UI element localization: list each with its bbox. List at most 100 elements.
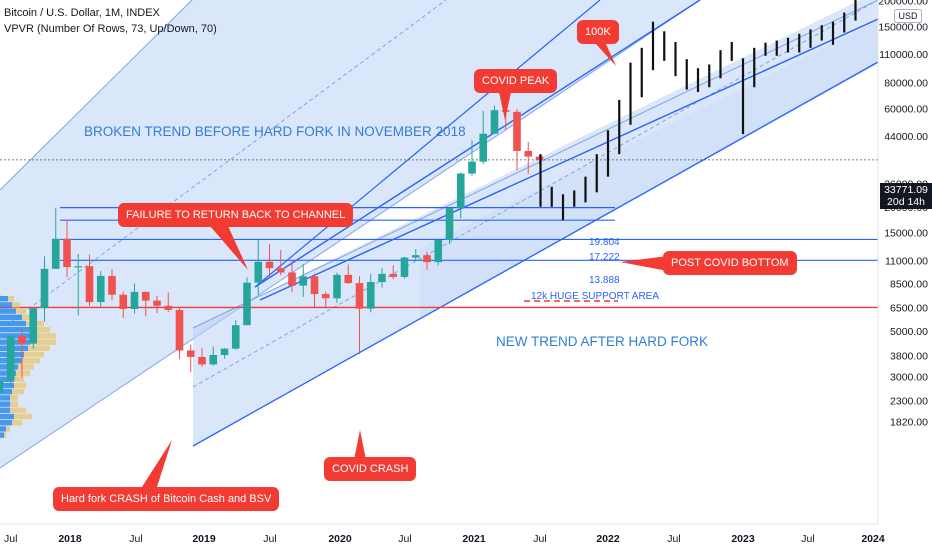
time-label-3: 2019 <box>192 533 216 545</box>
vp-down-17 <box>10 401 18 407</box>
candle-body-27 <box>288 272 296 286</box>
candle-body-11 <box>108 275 116 295</box>
time-label-11: 2023 <box>731 533 755 545</box>
time-label-10: Jul <box>667 533 680 545</box>
price-tick-16: 1820.00 <box>890 416 928 428</box>
candle-body-32 <box>344 274 353 284</box>
price-axis-bg <box>878 0 932 550</box>
candle-body-29 <box>310 276 319 295</box>
vp-up-19 <box>0 413 14 420</box>
time-label-12: Jul <box>801 533 814 545</box>
candle-body-21 <box>220 348 229 356</box>
vp-up-0 <box>0 296 8 302</box>
vp-up-2 <box>0 308 16 314</box>
candle-body-24 <box>254 261 263 283</box>
candles <box>0 101 544 393</box>
price-tick-2: 110000.00 <box>879 49 928 61</box>
current-price-tag: 33771.09 20d 14h <box>880 183 932 209</box>
vp-down-22 <box>4 432 6 438</box>
candle-body-45 <box>490 110 499 134</box>
candle-body-38 <box>411 255 420 258</box>
callout-pointers <box>140 44 668 490</box>
price-tick-11: 6500.00 <box>890 302 928 314</box>
broken-trend-label: BROKEN TREND BEFORE HARD FORK IN NOVEMBE… <box>84 124 466 139</box>
time-label-7: 2021 <box>462 533 486 545</box>
currency-label[interactable]: USD <box>894 9 922 23</box>
candle-body-2 <box>6 335 15 381</box>
price-tick-1: 150000.00 <box>878 21 928 33</box>
candle-body-23 <box>243 282 251 326</box>
failure-callout: FAILURE TO RETURN BACK TO CHANNEL <box>118 203 354 227</box>
new-channel-top <box>192 0 879 329</box>
vp-down-9 <box>24 351 44 358</box>
vp-up-14 <box>0 382 14 389</box>
time-label-13: 2024 <box>861 533 885 545</box>
vp-down-11 <box>18 364 34 370</box>
candle-body-37 <box>400 257 409 277</box>
level-19804: 19.804 <box>589 237 620 248</box>
candle-body-19 <box>198 356 206 365</box>
time-label-1: 2018 <box>58 533 82 545</box>
candle-body-12 <box>119 294 128 309</box>
vp-up-20 <box>0 420 12 426</box>
vp-down-5 <box>30 327 50 333</box>
price-tick-13: 3800.00 <box>890 350 928 362</box>
bar-countdown: 20d 14h <box>887 196 925 208</box>
candle-body-33 <box>355 283 364 309</box>
hard-fork-callout: Hard fork CRASH of Bitcoin Cash and BSV <box>53 487 280 511</box>
candle-body-39 <box>423 255 431 263</box>
candle-body-26 <box>276 268 285 273</box>
candle-body-14 <box>141 291 150 301</box>
price-tick-3: 80000.00 <box>884 78 928 90</box>
price-tick-8: 15000.00 <box>884 228 928 240</box>
candle-body-22 <box>231 325 240 349</box>
vp-down-6 <box>34 333 56 339</box>
chart-title: Bitcoin / U.S. Dollar, 1M, INDEX <box>4 7 160 19</box>
vp-down-2 <box>16 308 26 314</box>
vp-down-20 <box>12 420 22 426</box>
price-tick-12: 5000.00 <box>890 326 928 338</box>
candle-body-8 <box>74 266 83 268</box>
candle-body-42 <box>456 173 465 209</box>
price-tick-9: 11000.00 <box>885 255 928 267</box>
price-tick-5: 44000.00 <box>884 131 928 143</box>
vp-down-1 <box>12 302 20 308</box>
price-tick-14: 3000.00 <box>890 372 928 384</box>
vp-down-18 <box>10 407 26 413</box>
time-label-2: Jul <box>129 533 142 545</box>
vp-down-21 <box>6 426 10 432</box>
time-label-8: Jul <box>533 533 546 545</box>
vp-down-7 <box>30 339 56 345</box>
time-label-6: Jul <box>398 533 411 545</box>
vp-down-8 <box>28 345 50 351</box>
vp-up-15 <box>0 389 12 395</box>
vp-up-1 <box>0 302 12 308</box>
level-13888: 13.888 <box>589 275 620 286</box>
candle-body-4 <box>29 308 38 344</box>
vp-down-15 <box>12 389 24 395</box>
vp-up-18 <box>0 407 10 413</box>
post-covid-callout: POST COVID BOTTOM <box>663 251 797 275</box>
candle-body-10 <box>96 275 105 303</box>
vp-down-3 <box>22 314 36 320</box>
candle-body-48 <box>524 150 533 157</box>
price-tick-15: 2300.00 <box>890 395 928 407</box>
candle-body-40 <box>434 239 443 263</box>
candle-body-34 <box>366 282 375 309</box>
vp-up-7 <box>0 339 30 345</box>
new-trend-label: NEW TREND AFTER HARD FORK <box>496 334 709 349</box>
candle-body-47 <box>513 111 521 151</box>
vp-up-21 <box>0 426 6 432</box>
covid-peak-callout: COVID PEAK <box>474 69 558 93</box>
old-channel-bottom <box>0 0 701 469</box>
covid-crash-callout: COVID CRASH <box>324 457 417 481</box>
candle-body-36 <box>389 273 398 277</box>
new-channel-mid <box>192 0 879 388</box>
candle-body-35 <box>378 273 386 283</box>
indicator-label[interactable]: VPVR (Number Of Rows, 73, Up/Down, 70) <box>4 23 217 35</box>
price-tick-4: 60000.00 <box>884 103 928 115</box>
candle-body-13 <box>130 291 139 309</box>
candle-body-28 <box>299 276 308 286</box>
